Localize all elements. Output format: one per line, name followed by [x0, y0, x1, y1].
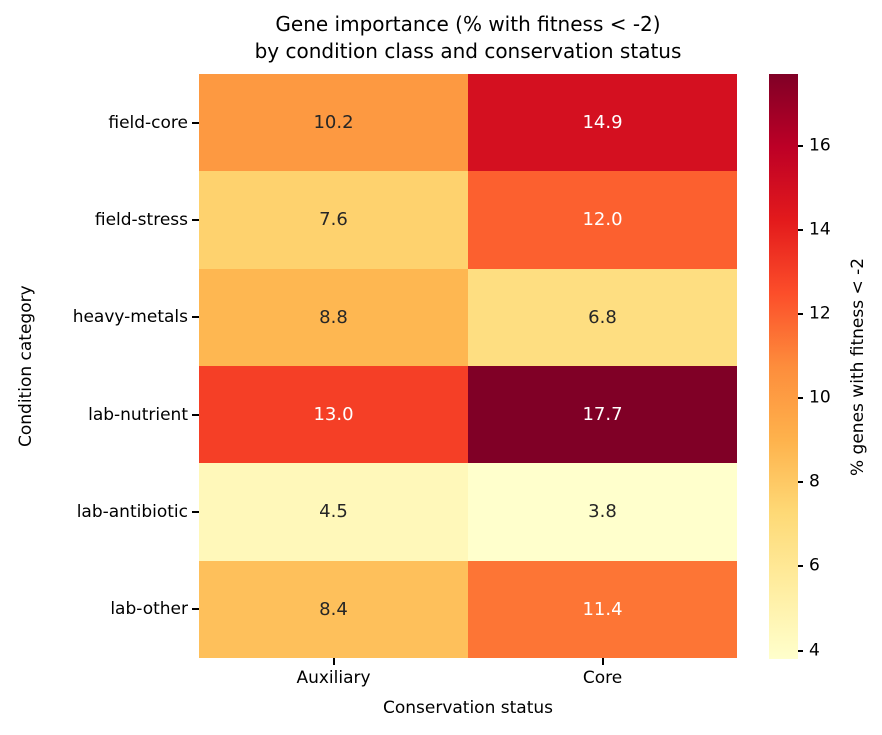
colorbar-tick-mark: [798, 312, 803, 315]
heatmap-cell-lab-antibiotic-core: 3.8: [468, 463, 737, 561]
cell-value: 17.7: [582, 404, 623, 426]
colorbar-tick-label-10: 10: [809, 387, 831, 408]
heatmap-grid: 10.2 14.9 7.6 12.0 8.8 6.8 13.0 17.7 4.5 3.8 8.4 11…: [199, 74, 737, 658]
y-axis-tick-labels: field-core field-stress heavy-metals lab-nu…: [0, 74, 188, 658]
colorbar-tick-label-16: 16: [809, 135, 831, 156]
colorbar-tick-label-8: 8: [809, 471, 820, 492]
cell-value: 6.8: [588, 306, 617, 328]
y-tick-label-field-stress: field-stress: [94, 210, 188, 230]
colorbar-tick-mark: [798, 481, 803, 484]
cell-value: 11.4: [582, 598, 623, 620]
y-tick-mark: [192, 608, 199, 611]
colorbar-tick-mark: [798, 228, 803, 231]
cell-value: 8.8: [319, 306, 348, 328]
x-tick-mark: [332, 658, 335, 665]
x-tick-label-auxiliary: Auxiliary: [296, 668, 371, 688]
x-axis-tick-labels: Auxiliary Core: [199, 668, 737, 688]
y-tick-mark: [192, 413, 199, 416]
colorbar-tick-label-14: 14: [809, 219, 831, 240]
colorbar-tick-mark: [798, 144, 803, 147]
y-tick-label-lab-nutrient: lab-nutrient: [88, 404, 188, 425]
heatmap-cell-lab-nutrient-core: 17.7: [468, 366, 737, 464]
y-tick-mark: [192, 121, 199, 124]
chart-title-line2: by condition class and conservation stat…: [254, 39, 682, 63]
chart-title: Gene importance (% with fitness < -2) by…: [199, 11, 737, 65]
y-tick-label-heavy-metals: heavy-metals: [72, 307, 188, 328]
colorbar-tick-mark: [798, 649, 803, 652]
y-tick-label-lab-antibiotic: lab-antibiotic: [76, 502, 188, 522]
x-tick-mark: [601, 658, 604, 665]
heatmap-cell-lab-other-core: 11.4: [468, 560, 737, 658]
colorbar-tick-mark: [798, 565, 803, 568]
heatmap-cell-field-core-auxiliary: 10.2: [199, 74, 468, 172]
cell-value: 8.4: [319, 598, 348, 620]
colorbar-tick-mark: [798, 397, 803, 400]
colorbar-label: % genes with fitness < -2: [848, 257, 868, 476]
cell-value: 10.2: [313, 112, 354, 134]
cell-value: 12.0: [582, 209, 623, 231]
colorbar-gradient: [769, 74, 798, 659]
y-tick-mark: [192, 511, 199, 513]
cell-value: 3.8: [588, 501, 617, 523]
y-tick-label-field-core: field-core: [108, 112, 188, 133]
heatmap-cell-heavy-metals-core: 6.8: [468, 268, 737, 366]
heatmap-cell-lab-antibiotic-auxiliary: 4.5: [199, 463, 468, 561]
x-tick-label-core: Core: [582, 668, 623, 688]
heatmap-cell-field-core-core: 14.9: [468, 74, 737, 172]
y-tick-mark: [192, 219, 199, 221]
colorbar-tick-label-12: 12: [809, 303, 831, 324]
cell-value: 13.0: [313, 404, 354, 426]
cell-value: 4.5: [319, 501, 348, 523]
heatmap-cell-field-stress-core: 12.0: [468, 171, 737, 269]
heatmap-cell-lab-nutrient-auxiliary: 13.0: [199, 366, 468, 464]
y-tick-mark: [192, 316, 199, 319]
cell-value: 7.6: [319, 209, 348, 231]
y-tick-label-lab-other: lab-other: [110, 599, 188, 620]
colorbar-tick-label-6: 6: [809, 555, 820, 576]
colorbar-tick-label-4: 4: [809, 640, 820, 661]
chart-title-line1: Gene importance (% with fitness < -2): [275, 12, 661, 36]
heatmap-cell-lab-other-auxiliary: 8.4: [199, 560, 468, 658]
heatmap-cell-field-stress-auxiliary: 7.6: [199, 171, 468, 269]
colorbar-tick-labels: 4 6 8 10 12 14 16: [798, 74, 858, 659]
heatmap-cell-heavy-metals-auxiliary: 8.8: [199, 268, 468, 366]
x-axis-label: Conservation status: [382, 698, 554, 718]
cell-value: 14.9: [582, 112, 623, 134]
